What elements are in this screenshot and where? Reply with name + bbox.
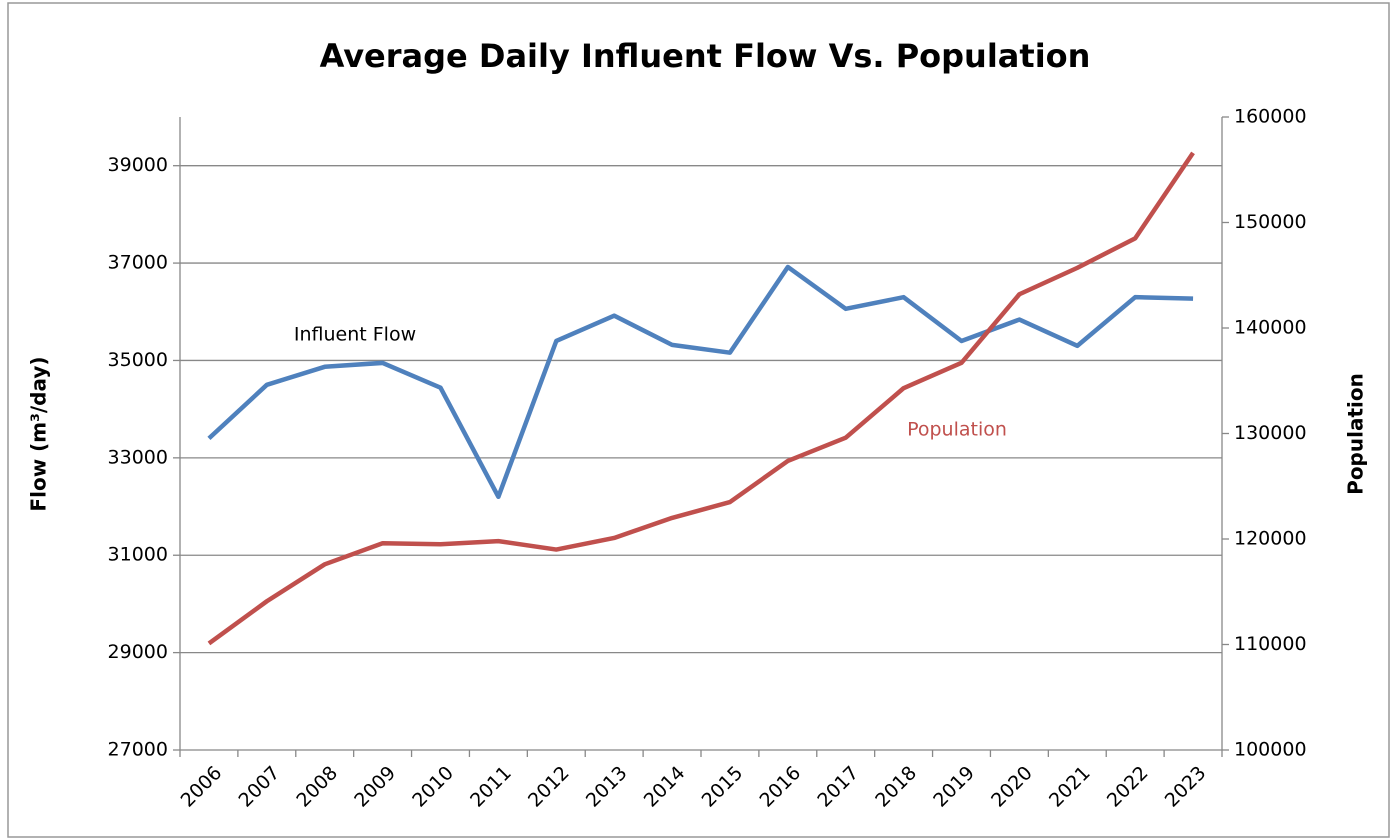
line-series [207, 151, 1195, 646]
y-tick-label: 31000 [108, 544, 168, 566]
y2-tick-label: 110000 [1234, 633, 1307, 655]
y2-tick-label: 150000 [1234, 211, 1307, 233]
y-axis-title: Flow (m³/day) [27, 356, 51, 511]
y-tick-label: 29000 [108, 641, 168, 663]
y-tick-label: 39000 [108, 154, 168, 176]
y2-tick-label: 140000 [1234, 317, 1307, 339]
y2-axis-title: Population [1344, 373, 1368, 495]
chart-border [7, 2, 1390, 838]
y2-tick-label: 100000 [1234, 739, 1307, 761]
line-series [207, 264, 1194, 500]
y-tick-label: 27000 [108, 739, 168, 761]
y2-tick-label: 120000 [1234, 528, 1307, 550]
series-label: Influent Flow [294, 324, 416, 346]
y2-tick-label: 160000 [1234, 106, 1307, 128]
chart-title: Average Daily Influent Flow Vs. Populati… [320, 37, 1091, 75]
series-label: Population [907, 419, 1007, 441]
y-tick-label: 33000 [108, 446, 168, 468]
y2-tick-label: 130000 [1234, 422, 1307, 444]
y-tick-label: 35000 [108, 349, 168, 371]
y-tick-label: 37000 [108, 252, 168, 274]
